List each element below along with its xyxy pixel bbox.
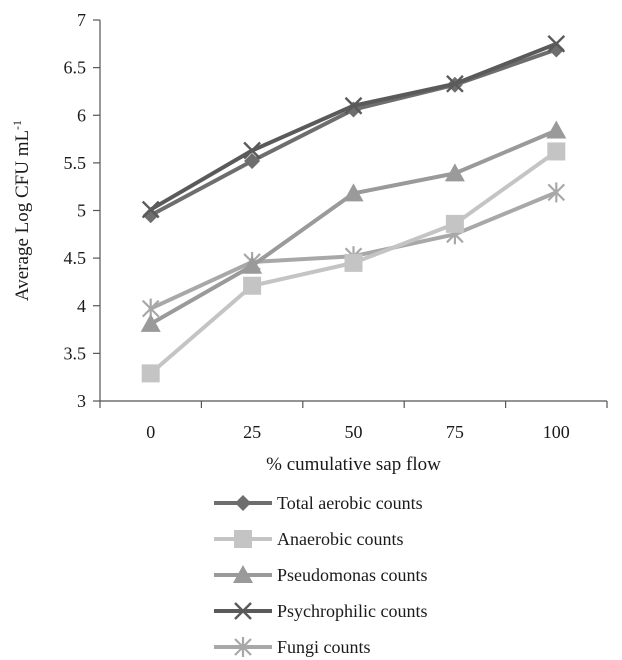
diamond-marker	[235, 495, 251, 511]
square-marker	[547, 142, 566, 161]
data-point-marker	[140, 313, 161, 332]
triangle-marker	[343, 183, 364, 202]
data-point-marker	[547, 142, 566, 161]
x-tick-label: 100	[543, 422, 570, 442]
data-point-marker	[235, 495, 251, 511]
y-tick-label: 7	[77, 10, 86, 30]
data-point-marker	[344, 253, 363, 272]
data-point-marker	[234, 637, 252, 657]
square-marker	[141, 364, 160, 383]
legend-label: Pseudomonas counts	[277, 565, 428, 585]
square-marker	[243, 276, 262, 295]
legend-label: Fungi counts	[277, 637, 371, 657]
x-marker-stroke	[344, 96, 363, 115]
data-point-marker	[243, 276, 262, 295]
y-axis-title: Average Log CFU mL-1	[10, 120, 33, 301]
legend-item: Fungi counts	[214, 637, 371, 657]
series-anaerobic-counts	[141, 142, 566, 383]
y-tick-label: 3	[77, 391, 86, 411]
square-marker	[234, 530, 252, 548]
x-tick-label: 25	[243, 422, 261, 442]
data-point-marker	[234, 602, 252, 620]
legend-label: Anaerobic counts	[277, 529, 403, 549]
y-axis-title-superscript: -1	[10, 120, 24, 130]
data-point-marker	[233, 565, 253, 583]
data-point-marker	[243, 141, 261, 160]
axes	[99, 20, 607, 402]
legend-label: Psychrophilic counts	[277, 601, 428, 621]
triangle-marker	[444, 163, 465, 182]
data-point-marker	[547, 34, 566, 53]
data-point-marker	[141, 200, 160, 219]
y-tick-label: 4	[77, 296, 86, 316]
series-line	[148, 128, 559, 326]
legend-item: Pseudomonas counts	[214, 565, 428, 585]
series-psychrophilic-counts	[141, 34, 566, 219]
x-axis-title: % cumulative sap flow	[266, 454, 441, 475]
x-marker-stroke	[446, 74, 464, 93]
data-point-marker	[344, 96, 363, 115]
y-tick-label: 5	[77, 201, 86, 221]
legend-item: Psychrophilic counts	[214, 601, 428, 621]
y-tick-label: 3.5	[64, 343, 87, 363]
data-point-marker	[242, 255, 263, 274]
y-tick-label: 6.5	[64, 58, 87, 78]
series-pseudomonas-counts	[140, 120, 567, 332]
square-marker	[445, 214, 464, 233]
y-tick-label: 6	[77, 105, 86, 125]
diamond-marker	[142, 207, 159, 224]
diamond-marker	[244, 152, 261, 169]
legend-item: Anaerobic counts	[214, 529, 403, 549]
triangle-marker	[140, 313, 161, 332]
y-tick-label: 4.5	[64, 248, 87, 268]
data-point-marker	[547, 182, 566, 203]
data-point-marker	[445, 214, 464, 233]
legend-item: Total aerobic counts	[214, 493, 423, 513]
data-point-marker	[142, 207, 159, 224]
x-marker-stroke	[234, 602, 252, 620]
legend: Total aerobic counts Anaerobic counts Pseu…	[214, 493, 428, 657]
data-point-marker	[141, 364, 160, 383]
x-tick-label: 75	[446, 422, 464, 442]
legend-label: Total aerobic counts	[277, 493, 423, 513]
square-marker	[344, 253, 363, 272]
x-tick-label: 0	[146, 422, 155, 442]
data-point-marker	[234, 530, 252, 548]
triangle-marker	[242, 255, 263, 274]
series-fungi-counts	[141, 182, 566, 319]
x-tick-label: 50	[345, 422, 363, 442]
y-tick-label: 5.5	[64, 153, 87, 173]
x-marker-stroke	[547, 34, 566, 53]
data-point-marker	[343, 183, 364, 202]
y-axis-title-text: Average Log CFU mL	[12, 130, 33, 301]
data-point-marker	[546, 120, 567, 139]
x-marker-stroke	[141, 200, 160, 219]
triangle-marker	[546, 120, 567, 139]
data-point-marker	[444, 163, 465, 182]
data-point-marker	[446, 74, 464, 93]
x-marker-stroke	[243, 141, 261, 160]
data-point-marker	[244, 152, 261, 169]
triangle-marker	[233, 565, 253, 583]
